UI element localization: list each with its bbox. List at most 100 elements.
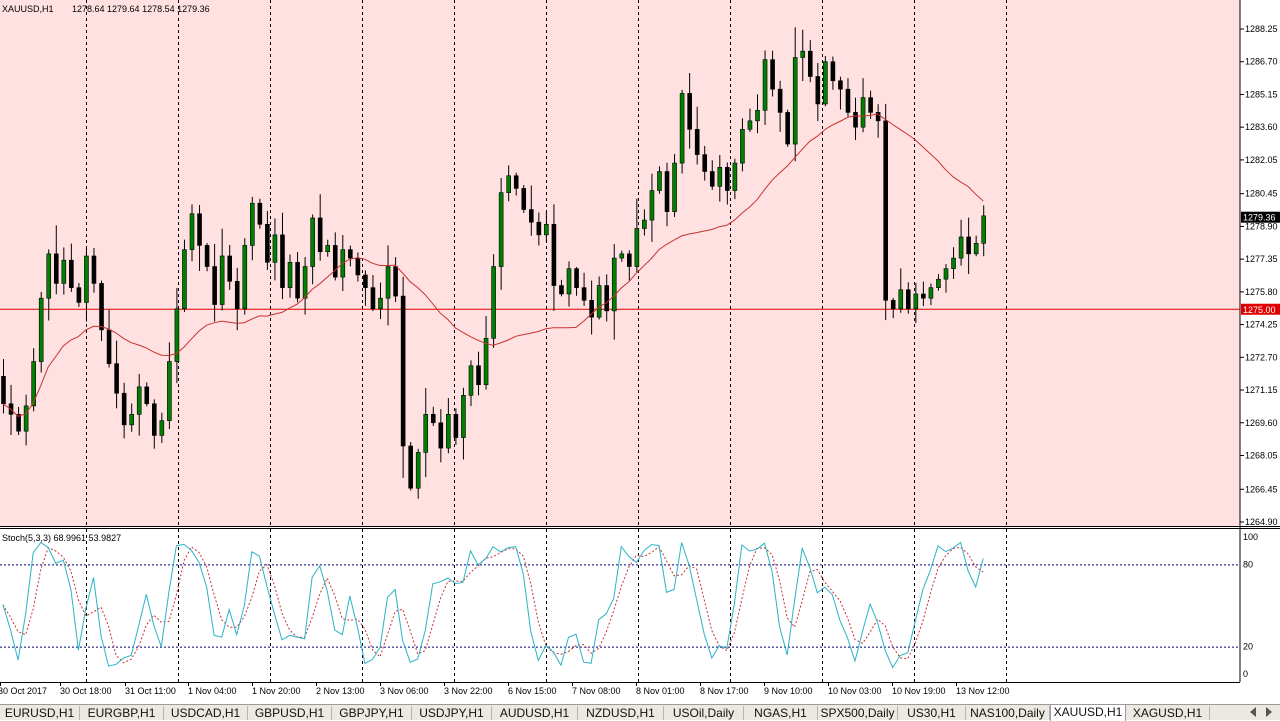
symbol-tab[interactable]: US30,H1: [898, 706, 966, 720]
candle-body: [393, 266, 398, 297]
candle-body: [853, 112, 858, 128]
candle-body: [461, 395, 466, 438]
candle-body: [385, 266, 391, 299]
candle-body: [709, 171, 715, 187]
current-price-value: 1279.36: [1243, 213, 1276, 223]
candle-body: [197, 213, 202, 246]
symbol-tab[interactable]: NGAS,H1: [744, 706, 818, 720]
candle-body: [551, 223, 557, 286]
vertical-grid: [86, 0, 1007, 682]
candle-body: [566, 268, 572, 295]
symbol-tab[interactable]: EURGBP,H1: [80, 706, 164, 720]
stoch-scale-label: 80: [1243, 559, 1253, 569]
stoch-main-line: [2, 541, 984, 669]
time-tick-label: 3 Nov 22:00: [444, 686, 493, 696]
candle-body: [981, 215, 987, 244]
candle-body: [883, 120, 888, 301]
symbol-tab[interactable]: NAS100,Daily: [966, 706, 1050, 720]
price-tick-label: 1285.15: [1245, 89, 1278, 99]
candle-body: [966, 236, 971, 255]
price-tick-label: 1269.60: [1245, 418, 1278, 428]
candle-body: [936, 278, 941, 288]
time-tick-label: 3 Nov 06:00: [380, 686, 429, 696]
price-tick-label: 1280.45: [1245, 189, 1278, 199]
candle-body: [242, 245, 248, 310]
candle-body: [649, 190, 655, 221]
candle-body: [287, 262, 293, 288]
symbol-tab[interactable]: EURUSD,H1: [0, 706, 80, 720]
price-tick-label: 1286.70: [1245, 57, 1278, 67]
candle-body: [114, 363, 119, 394]
candle-body: [657, 171, 662, 191]
candle-body: [317, 217, 323, 253]
stoch-pane-background: [0, 528, 1240, 682]
candle-body: [144, 386, 150, 405]
price-tick-label: 1288.25: [1245, 24, 1278, 34]
candle-body: [498, 192, 504, 267]
candle-body: [536, 221, 542, 236]
candle-body: [400, 295, 406, 447]
candle-body: [302, 266, 308, 299]
candle-body: [167, 361, 172, 421]
candle-body: [129, 414, 134, 426]
candle-body: [890, 300, 896, 310]
time-tick-label: 7 Nov 08:00: [572, 686, 621, 696]
candle-body: [807, 50, 813, 77]
candle-body: [476, 365, 481, 386]
candle-body: [423, 414, 429, 453]
candle-body: [898, 289, 904, 310]
candle-body: [506, 175, 511, 193]
horizontal-level-label: 1275.00: [1241, 303, 1280, 315]
candle-body: [363, 274, 368, 288]
candle-body: [152, 403, 157, 436]
price-tick-label: 1282.05: [1245, 155, 1278, 165]
symbol-tab[interactable]: XAUUSD,H1: [1050, 705, 1126, 721]
symbol-tab[interactable]: GBPJPY,H1: [332, 706, 412, 720]
candle-body: [491, 266, 496, 339]
time-tick-label: 13 Nov 12:00: [956, 686, 1010, 696]
candle-body: [91, 255, 97, 284]
price-axis-background: [1240, 0, 1280, 704]
candle-body: [973, 243, 979, 255]
tab-scroll-left-icon[interactable]: [1250, 707, 1256, 717]
candle-body: [513, 175, 519, 189]
candle-body: [634, 228, 640, 267]
symbol-tab[interactable]: SPX500,Daily: [818, 706, 898, 720]
time-tick-label: 1 Nov 04:00: [188, 686, 237, 696]
candle-body: [785, 112, 790, 145]
candle-body: [725, 166, 730, 191]
symbol-tab[interactable]: GBPUSD,H1: [248, 706, 332, 720]
stoch-indicator-label: Stoch(5,3,3) 68.9961 53.9827: [2, 533, 121, 543]
candle-body: [544, 223, 549, 236]
symbol-tab[interactable]: AUDUSD,H1: [492, 706, 578, 720]
symbol-tab[interactable]: NZDUSD,H1: [578, 706, 664, 720]
time-tick-label: 10 Nov 19:00: [892, 686, 946, 696]
tab-scroll-right-icon[interactable]: [1266, 707, 1272, 717]
candle-body: [227, 255, 232, 282]
candle-body: [46, 253, 52, 299]
candle-body: [136, 386, 142, 415]
time-tick-label: 31 Oct 11:00: [125, 686, 176, 696]
candle-body: [280, 234, 285, 288]
candle-body: [943, 268, 949, 280]
candle-body: [370, 287, 376, 310]
candle-body: [295, 262, 300, 299]
symbol-tab[interactable]: USDJPY,H1: [412, 706, 492, 720]
symbol-tab[interactable]: USOil,Daily: [664, 706, 744, 720]
symbol-tab[interactable]: XAGUSD,H1: [1126, 706, 1210, 720]
time-tick-label: 8 Nov 17:00: [700, 686, 749, 696]
candle-body: [875, 112, 881, 122]
candle-body: [694, 128, 700, 155]
candle-body: [257, 202, 263, 225]
candle-body: [438, 422, 444, 449]
candle-body: [31, 361, 36, 407]
candle-body: [770, 59, 775, 90]
candle-body: [792, 57, 798, 145]
symbol-tab[interactable]: USDCAD,H1: [164, 706, 248, 720]
candle-body: [99, 283, 104, 331]
candle-body: [121, 392, 127, 426]
candle-body: [53, 253, 59, 284]
candle-body: [430, 414, 436, 424]
time-tick-label: 30 Oct 18:00: [60, 686, 112, 696]
